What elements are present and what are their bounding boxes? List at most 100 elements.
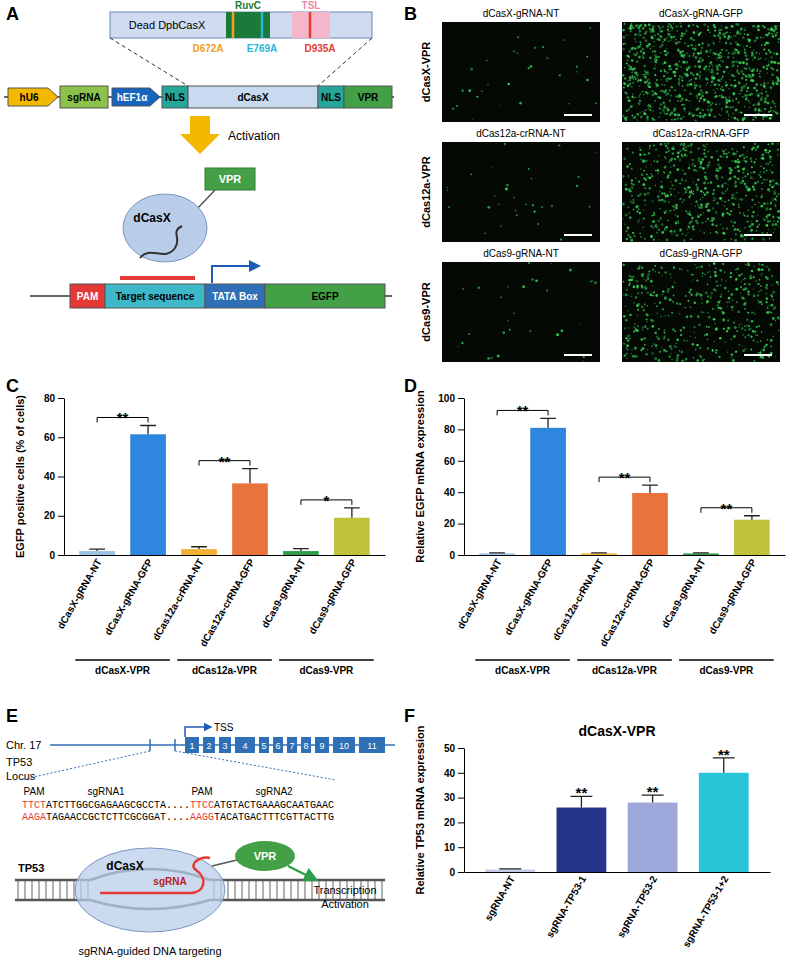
- mutation-site: [309, 12, 312, 38]
- cell-fluorescence: [732, 299, 733, 300]
- cell-fluorescence: [723, 150, 725, 152]
- cell-fluorescence: [778, 330, 780, 332]
- cell-fluorescence: [769, 213, 771, 215]
- cell-fluorescence: [683, 143, 685, 145]
- cell-fluorescence: [666, 71, 669, 74]
- cell-fluorescence: [776, 26, 777, 27]
- cell-fluorescence: [700, 50, 702, 52]
- cell-fluorescence: [661, 84, 663, 86]
- cell-fluorescence: [707, 209, 710, 212]
- cell-fluorescence: [487, 357, 490, 360]
- cell-fluorescence: [735, 279, 737, 281]
- cell-fluorescence: [653, 212, 655, 214]
- cell-fluorescence: [676, 357, 679, 360]
- cell-fluorescence: [735, 108, 738, 111]
- cell-fluorescence: [709, 49, 711, 51]
- cell-fluorescence: [678, 78, 681, 81]
- cell-fluorescence: [769, 28, 772, 31]
- cell-fluorescence: [654, 46, 656, 48]
- cell-fluorescence: [766, 179, 768, 181]
- cell-fluorescence: [765, 215, 768, 218]
- cell-fluorescence: [655, 149, 657, 151]
- cell-fluorescence: [761, 183, 763, 185]
- cell-fluorescence: [699, 32, 701, 34]
- cell-fluorescence: [667, 109, 670, 112]
- cell-fluorescence: [642, 159, 644, 161]
- cell-fluorescence: [744, 175, 746, 177]
- cell-fluorescence: [663, 84, 665, 86]
- cell-fluorescence: [661, 231, 664, 234]
- cell-fluorescence: [701, 158, 703, 160]
- cell-fluorescence: [647, 71, 649, 73]
- cell-fluorescence: [734, 198, 736, 200]
- cell-fluorescence: [719, 52, 721, 54]
- cell-fluorescence: [678, 158, 681, 161]
- cell-fluorescence: [652, 38, 654, 40]
- cell-fluorescence: [687, 229, 688, 230]
- cell-fluorescence: [682, 147, 685, 150]
- cell-fluorescence: [535, 279, 538, 282]
- cell-fluorescence: [765, 208, 768, 211]
- cell-fluorescence: [701, 61, 702, 62]
- cell-fluorescence: [629, 216, 632, 219]
- cell-fluorescence: [766, 170, 768, 172]
- cell-fluorescence: [700, 91, 701, 92]
- cell-fluorescence: [775, 182, 777, 184]
- cell-fluorescence: [734, 52, 736, 54]
- cell-fluorescence: [735, 118, 737, 120]
- cell-fluorescence: [668, 31, 669, 32]
- cell-fluorescence: [738, 274, 740, 276]
- cell-fluorescence: [679, 350, 681, 352]
- cell-fluorescence: [763, 167, 765, 169]
- cell-fluorescence: [732, 113, 734, 115]
- cell-fluorescence: [655, 271, 656, 272]
- cell-fluorescence: [738, 204, 740, 206]
- cell-fluorescence: [687, 300, 689, 302]
- cell-fluorescence: [666, 119, 667, 120]
- cell-fluorescence: [665, 145, 667, 147]
- cell-fluorescence: [653, 160, 655, 162]
- cell-fluorescence: [696, 189, 698, 191]
- cell-fluorescence: [626, 34, 627, 35]
- micrograph: [442, 262, 600, 362]
- cell-fluorescence: [628, 212, 630, 214]
- cell-fluorescence: [750, 336, 752, 338]
- cell-fluorescence: [722, 263, 724, 265]
- cell-fluorescence: [649, 145, 651, 147]
- cell-fluorescence: [645, 91, 648, 94]
- cell-fluorescence: [747, 312, 749, 314]
- cell-fluorescence: [767, 72, 769, 74]
- cell-fluorescence: [556, 333, 559, 336]
- cell-fluorescence: [677, 215, 679, 217]
- cell-fluorescence: [643, 22, 644, 23]
- cell-fluorescence: [651, 164, 652, 165]
- cell-fluorescence: [641, 306, 644, 309]
- cell-fluorescence: [623, 316, 625, 318]
- cell-fluorescence: [748, 39, 751, 42]
- cell-fluorescence: [671, 184, 673, 186]
- protein-box: [110, 12, 372, 38]
- cell-fluorescence: [696, 115, 697, 116]
- cell-fluorescence: [735, 98, 737, 100]
- cell-fluorescence: [748, 225, 751, 228]
- cell-fluorescence: [516, 214, 518, 216]
- cell-fluorescence: [728, 199, 730, 201]
- cell-fluorescence: [740, 286, 742, 288]
- cell-fluorescence: [695, 205, 696, 206]
- cell-fluorescence: [675, 67, 678, 70]
- cell-fluorescence: [722, 212, 725, 215]
- cell-fluorescence: [769, 238, 771, 240]
- cell-fluorescence: [664, 173, 665, 174]
- cell-fluorescence: [699, 347, 701, 349]
- cell-fluorescence: [761, 188, 763, 190]
- cell-fluorescence: [661, 192, 663, 194]
- cell-fluorescence: [740, 111, 742, 113]
- cell-fluorescence: [679, 51, 682, 54]
- cell-fluorescence: [674, 64, 676, 66]
- cell-fluorescence: [654, 119, 656, 121]
- cell-fluorescence: [719, 114, 720, 115]
- cell-fluorescence: [750, 157, 753, 160]
- cell-fluorescence: [713, 318, 716, 321]
- cell-fluorescence: [675, 38, 677, 40]
- cell-fluorescence: [720, 115, 721, 116]
